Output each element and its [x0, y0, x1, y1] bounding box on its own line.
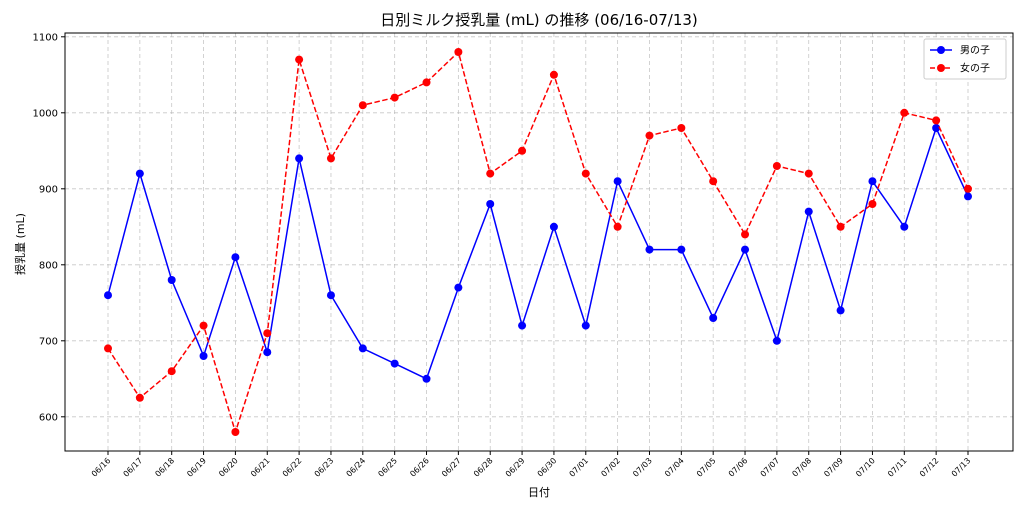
- data-point: [358, 101, 367, 110]
- series-line: [107, 50, 969, 435]
- data-point: [932, 124, 941, 132]
- data-point: [135, 169, 144, 178]
- data-point: [518, 146, 527, 155]
- data-point: [199, 321, 208, 330]
- data-point: [104, 291, 112, 300]
- series-line: [107, 125, 969, 380]
- data-point: [613, 177, 622, 186]
- data-point: [263, 348, 272, 357]
- data-point: [772, 336, 781, 345]
- data-point: [167, 276, 176, 284]
- series-layer: [104, 48, 972, 436]
- data-point: [645, 245, 654, 254]
- y-axis-ticks: 600 700 800 900 1000 1100: [33, 32, 65, 423]
- legend-marker: [937, 46, 945, 54]
- data-point: [709, 177, 718, 186]
- data-point: [677, 124, 686, 132]
- data-point: [900, 108, 909, 117]
- data-point: [199, 352, 208, 360]
- data-point: [549, 70, 558, 79]
- data-point: [645, 131, 654, 140]
- data-point: [613, 222, 622, 231]
- data-point: [326, 291, 335, 300]
- y-tick-label: 1100: [33, 32, 58, 43]
- data-point: [964, 184, 972, 193]
- y-tick-label: 900: [39, 184, 58, 195]
- data-point: [422, 78, 431, 87]
- y-tick-label: 800: [39, 260, 58, 271]
- data-point: [295, 154, 304, 163]
- data-point: [231, 428, 240, 436]
- data-point: [167, 367, 176, 376]
- data-point: [104, 344, 112, 353]
- data-point: [964, 192, 972, 201]
- y-tick-label: 700: [39, 336, 58, 347]
- data-point: [581, 169, 590, 178]
- data-point: [868, 177, 877, 186]
- data-point: [709, 314, 718, 322]
- data-point: [326, 154, 335, 163]
- data-point: [295, 55, 304, 64]
- chart-title: 日別ミルク授乳量 (mL) の推移 (06/16-07/13): [380, 11, 698, 29]
- x-axis-label: 日付: [528, 486, 550, 499]
- data-point: [231, 253, 240, 262]
- data-point: [804, 207, 813, 216]
- y-tick-label: 600: [39, 412, 58, 423]
- data-point: [390, 359, 399, 368]
- legend-marker: [937, 64, 945, 72]
- data-point: [358, 344, 367, 353]
- data-point: [900, 222, 909, 231]
- data-point: [486, 200, 495, 208]
- data-point: [581, 321, 590, 330]
- data-point: [868, 200, 877, 208]
- plot-frame: [64, 32, 1014, 452]
- data-point: [741, 230, 750, 239]
- legend-item: 男の子: [930, 45, 990, 57]
- data-point: [486, 169, 495, 178]
- data-point: [518, 321, 527, 330]
- data-point: [135, 393, 144, 402]
- data-point: [836, 222, 845, 231]
- data-point: [932, 116, 941, 125]
- data-point: [454, 283, 463, 292]
- legend-item: 女の子: [930, 62, 990, 75]
- series-1: [104, 124, 972, 383]
- data-point: [390, 93, 399, 102]
- y-tick-label: 1000: [33, 108, 58, 119]
- legend-label: 女の子: [960, 62, 990, 75]
- data-point: [804, 169, 813, 178]
- data-point: [549, 222, 558, 231]
- data-point: [836, 306, 845, 315]
- data-point: [741, 245, 750, 254]
- y-axis-label: 授乳量 (mL): [13, 213, 27, 275]
- legend-label: 男の子: [960, 45, 990, 57]
- series-2: [104, 48, 972, 436]
- data-point: [454, 48, 463, 56]
- data-point: [677, 245, 686, 254]
- data-point: [422, 374, 431, 383]
- data-point: [772, 162, 781, 170]
- data-point: [263, 329, 272, 338]
